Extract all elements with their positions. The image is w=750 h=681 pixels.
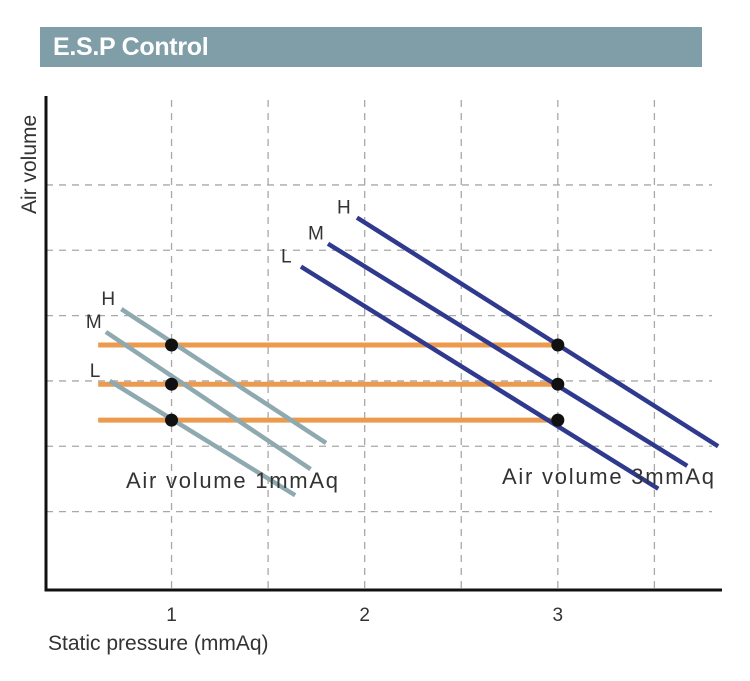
x-tick-label-2: 2 [359, 605, 370, 626]
curves [104, 215, 720, 498]
grid [46, 100, 712, 590]
curve-3mmaq-h [355, 215, 720, 449]
curve-1mmaq-m [104, 330, 312, 472]
series-label-1mmaq-m: M [86, 312, 102, 333]
operating-point-4 [551, 377, 565, 391]
x-axis-label: Static pressure (mmAq) [48, 632, 269, 655]
operating-point-3 [551, 338, 565, 352]
series-label-1mmaq-l: L [90, 361, 101, 382]
annotation-3mmaq: Air volume 3mmAq [502, 464, 714, 489]
curve-1mmaq-l [108, 379, 297, 498]
series-label-1mmaq-h: H [101, 289, 115, 310]
curve-3mmaq-m [326, 241, 689, 468]
chart-title: E.S.P Control [53, 33, 209, 61]
operating-point-2 [165, 413, 179, 427]
y-axis-label: Air volume [18, 115, 41, 214]
operating-point-0 [165, 338, 179, 352]
curve-3mmaq-l [299, 264, 660, 491]
series-label-3mmaq-m: M [308, 224, 324, 245]
operating-point-5 [551, 413, 565, 427]
x-tick-label-3: 3 [553, 605, 564, 626]
x-tick-labels: 1 2 3 [166, 605, 563, 626]
curve-1mmaq-h [120, 307, 328, 445]
series-label-3mmaq-l: L [281, 247, 292, 268]
operating-points [165, 338, 565, 427]
annotation-1mmaq: Air volume 1mmAq [126, 468, 338, 493]
series-label-3mmaq-h: H [337, 198, 351, 219]
title-bar: E.S.P Control [40, 27, 702, 67]
x-tick-label-1: 1 [166, 605, 177, 626]
operating-point-1 [165, 377, 179, 391]
